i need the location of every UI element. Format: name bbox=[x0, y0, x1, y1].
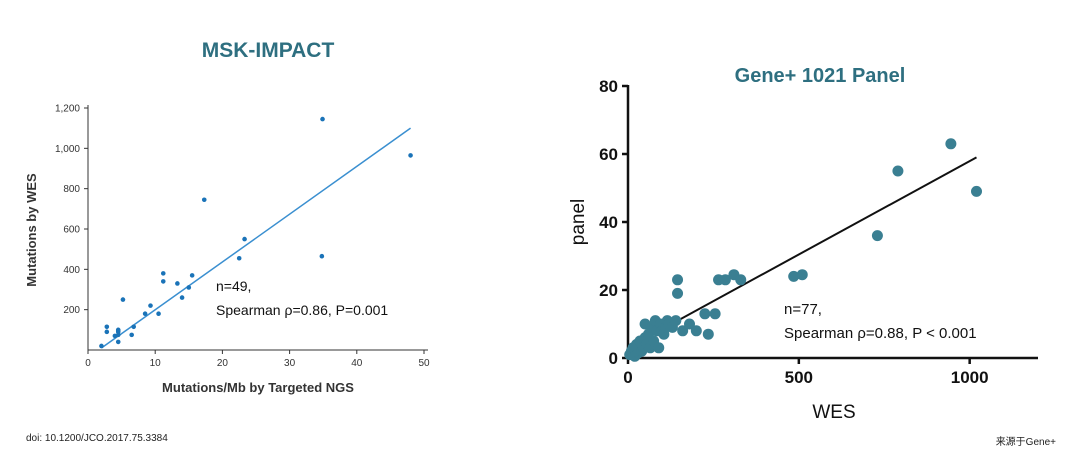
chart-title: MSK-IMPACT bbox=[202, 39, 335, 62]
data-point bbox=[160, 271, 166, 276]
data-point bbox=[677, 325, 689, 337]
data-point bbox=[320, 116, 325, 122]
data-point bbox=[672, 287, 684, 299]
data-point bbox=[99, 343, 104, 349]
y-tick-label: 600 bbox=[63, 225, 80, 236]
chart-msk-impact: MSK-IMPACT 200 400 600 800 1,000 1,200 0 10 20 3… bbox=[24, 39, 430, 395]
data-point bbox=[201, 197, 207, 203]
data-point bbox=[156, 311, 161, 317]
x-tick-label: 1000 bbox=[951, 368, 989, 387]
x-tick-label: 500 bbox=[785, 368, 813, 387]
annotation-spearman: Spearman ρ=0.86, P=0.001 bbox=[216, 302, 388, 318]
data-point bbox=[319, 253, 325, 259]
data-point bbox=[115, 339, 121, 345]
data-point bbox=[129, 332, 134, 338]
y-tick-label: 800 bbox=[63, 184, 80, 195]
x-axis-label: WES bbox=[812, 402, 855, 423]
data-point bbox=[179, 295, 185, 300]
data-point bbox=[104, 324, 110, 330]
y-axis-label: Mutations by WES bbox=[24, 173, 39, 287]
fit-line bbox=[627, 156, 977, 349]
data-point bbox=[104, 329, 110, 335]
x-tick-label: 30 bbox=[284, 358, 296, 369]
data-point bbox=[684, 318, 695, 330]
annotation-n: n=49, bbox=[216, 278, 251, 294]
data-point bbox=[408, 153, 413, 158]
chart-title: Gene+ 1021 Panel bbox=[735, 65, 906, 87]
annotation-n: n=77, bbox=[784, 301, 822, 318]
data-point bbox=[236, 255, 242, 261]
data-point bbox=[699, 308, 711, 320]
x-axis-label: Mutations/Mb by Targeted NGS bbox=[162, 380, 354, 395]
data-point bbox=[735, 274, 747, 286]
data-point bbox=[719, 274, 731, 286]
data-point bbox=[186, 285, 192, 290]
source-label: 来源于Gene+ bbox=[995, 437, 1056, 448]
y-tick-label: 1,200 bbox=[55, 104, 80, 115]
doi-citation: doi: 10.1200/JCO.2017.75.3384 bbox=[26, 433, 168, 444]
x-tick-label: 20 bbox=[217, 358, 229, 369]
data-point bbox=[242, 236, 247, 242]
annotation-spearman: Spearman ρ=0.88, P < 0.001 bbox=[784, 325, 977, 342]
data-point bbox=[871, 230, 883, 242]
chart-gene-plus: Gene+ 1021 Panel 0 20 40 60 80 0 500 1000 pane… bbox=[568, 65, 1038, 423]
data-point bbox=[690, 325, 702, 337]
y-tick-label: 400 bbox=[63, 265, 80, 276]
y-tick-label: 0 bbox=[609, 349, 618, 368]
y-tick-label: 200 bbox=[63, 305, 80, 316]
data-point bbox=[796, 269, 808, 281]
data-point bbox=[892, 165, 904, 177]
data-point bbox=[971, 185, 982, 197]
x-tick-label: 40 bbox=[351, 358, 363, 369]
y-tick-label: 80 bbox=[599, 77, 618, 96]
data-point bbox=[120, 297, 126, 302]
data-point bbox=[945, 138, 957, 150]
y-axis-label: panel bbox=[568, 199, 589, 246]
x-tick-label: 10 bbox=[150, 358, 162, 369]
data-point bbox=[670, 315, 682, 327]
data-point bbox=[175, 281, 180, 286]
y-tick-label: 1,000 bbox=[55, 144, 80, 155]
data-point bbox=[189, 273, 195, 278]
data-point bbox=[131, 324, 136, 330]
data-point bbox=[709, 308, 721, 320]
fit-line bbox=[101, 127, 411, 349]
y-tick-label: 40 bbox=[599, 213, 618, 232]
data-point bbox=[653, 342, 665, 354]
y-tick-label: 60 bbox=[599, 145, 618, 164]
data-point bbox=[672, 274, 684, 286]
y-tick-label: 20 bbox=[599, 281, 618, 300]
x-tick-label: 0 bbox=[623, 368, 632, 387]
x-tick-label: 0 bbox=[85, 358, 91, 369]
x-tick-label: 50 bbox=[418, 358, 430, 369]
data-point bbox=[788, 270, 800, 282]
data-point bbox=[115, 327, 121, 333]
data-point bbox=[148, 303, 153, 308]
data-point bbox=[702, 328, 714, 340]
data-point bbox=[142, 311, 148, 317]
data-point bbox=[160, 279, 166, 284]
